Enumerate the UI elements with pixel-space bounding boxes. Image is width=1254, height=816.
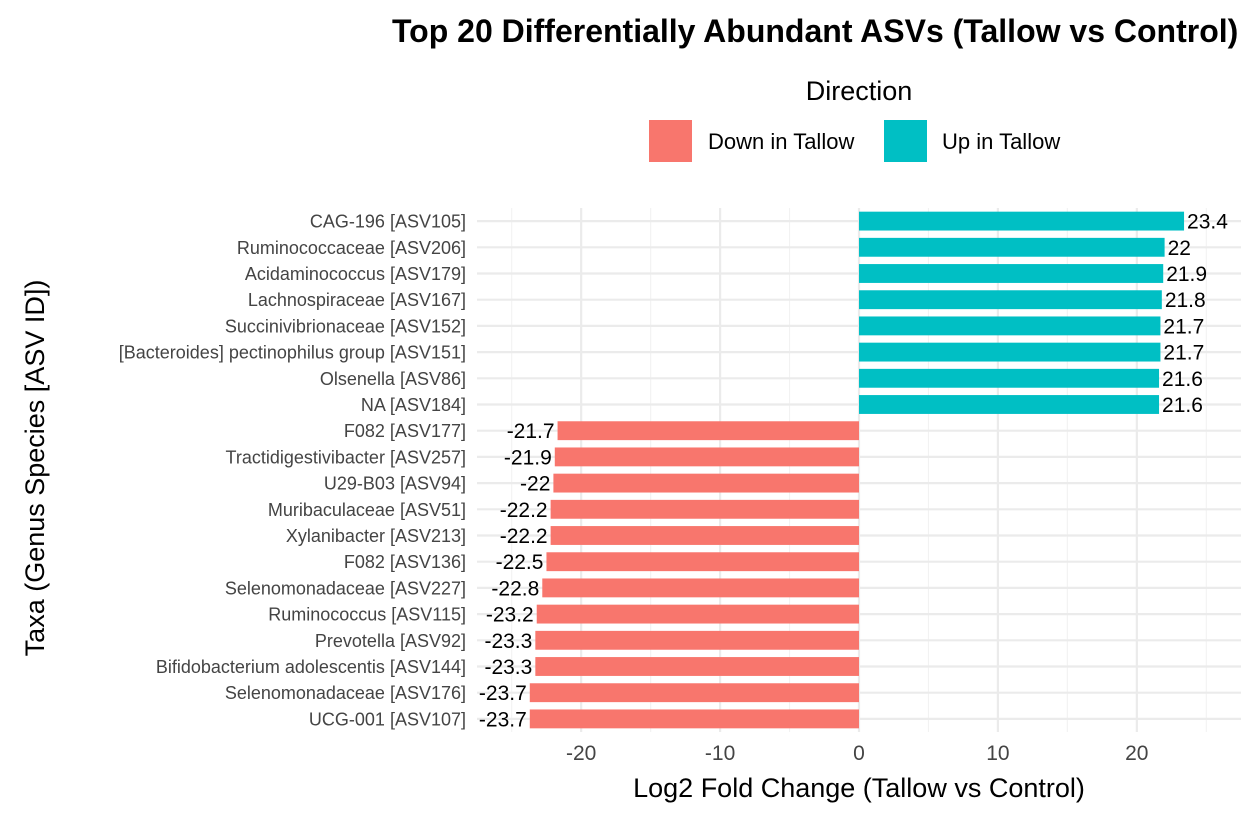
x-tick-label: 0 — [853, 742, 865, 765]
category-label: Lachnospiraceae [ASV167] — [248, 290, 466, 310]
legend: Direction Down in Tallow Up in Tallow — [649, 76, 1060, 162]
grid — [477, 208, 1241, 732]
x-tick-label: 20 — [1125, 742, 1148, 765]
bar-value-label: -23.7 — [479, 682, 527, 705]
bar — [546, 552, 859, 572]
bars — [529, 211, 1185, 729]
bar-value-label: 21.9 — [1166, 263, 1207, 286]
bar — [554, 447, 859, 467]
bar — [553, 473, 859, 493]
category-label: CAG-196 [ASV105] — [310, 212, 466, 232]
category-label: Xylanibacter [ASV213] — [286, 526, 466, 546]
category-label: Bifidobacterium adolescentis [ASV144] — [156, 657, 466, 677]
bar-value-label: -23.2 — [486, 604, 534, 627]
bar — [859, 395, 1160, 414]
category-label: UCG-001 [ASV107] — [309, 709, 466, 729]
bar-value-label: -22.8 — [491, 577, 539, 600]
legend-label-down: Down in Tallow — [708, 129, 854, 154]
bar-value-label: -23.7 — [479, 708, 527, 731]
x-tick-label: 10 — [986, 742, 1009, 765]
category-label: F082 [ASV136] — [344, 552, 466, 572]
bar-value-label: 22 — [1168, 237, 1191, 260]
bar-value-label: 21.8 — [1165, 289, 1206, 312]
bar — [859, 211, 1185, 231]
bar — [550, 526, 859, 545]
bar-value-label: -21.7 — [507, 420, 555, 443]
bar-value-label: -21.9 — [504, 446, 552, 469]
bar-value-label: -23.3 — [484, 656, 532, 679]
category-label: Ruminococcus [ASV115] — [268, 605, 466, 625]
bar — [536, 604, 859, 624]
bar-value-label: -23.3 — [484, 630, 532, 653]
x-tick-labels: -20 -10 0 10 20 — [566, 742, 1148, 765]
bar — [859, 237, 1165, 257]
bar-value-label: 21.7 — [1163, 342, 1204, 365]
bar — [529, 709, 859, 729]
bar — [859, 342, 1161, 362]
bar-value-label: 23.4 — [1187, 211, 1228, 234]
bar — [859, 316, 1161, 336]
category-label: Succinivibrionaceae [ASV152] — [225, 316, 466, 336]
bar-value-label: 21.6 — [1162, 394, 1203, 417]
category-label: [Bacteroides] pectinophilus group [ASV15… — [119, 343, 466, 363]
category-label: Selenomonadaceae [ASV227] — [225, 578, 466, 598]
bar — [557, 421, 859, 441]
bar-value-label: 21.6 — [1162, 368, 1203, 391]
legend-swatch-up — [884, 120, 927, 162]
bar — [859, 368, 1160, 388]
category-label: Olsenella [ASV86] — [320, 369, 466, 389]
x-tick-label: -10 — [705, 742, 735, 765]
category-label: Prevotella [ASV92] — [315, 631, 466, 651]
bar-value-label: -22 — [520, 473, 550, 496]
bar-value-label: -22.2 — [500, 525, 548, 548]
bar — [535, 630, 859, 650]
data-labels: 23.4 22 21.9 21.8 21.7 21.7 21.6 21.6 -21.7 -21.9… — [479, 211, 1228, 732]
bar — [550, 499, 859, 519]
bar-value-label: -22.2 — [500, 499, 548, 522]
bar — [535, 657, 859, 676]
category-label: NA [ASV184] — [361, 395, 466, 415]
y-axis-title: Taxa (Genus Species [ASV ID]) — [20, 280, 50, 657]
category-label: U29-B03 [ASV94] — [324, 474, 466, 494]
bar-value-label: 21.7 — [1163, 315, 1204, 338]
category-label: Selenomonadaceae [ASV176] — [225, 683, 466, 703]
category-label: F082 [ASV177] — [344, 421, 466, 441]
bar — [859, 264, 1164, 283]
bar — [529, 683, 859, 703]
bar — [859, 290, 1162, 310]
bar-value-label: -22.5 — [496, 551, 544, 574]
legend-label-up: Up in Tallow — [942, 129, 1060, 154]
category-labels: CAG-196 [ASV105] Ruminococcaceae [ASV206]… — [119, 212, 466, 730]
chart-title: Top 20 Differentially Abundant ASVs (Tal… — [392, 13, 1238, 49]
legend-title: Direction — [806, 76, 913, 106]
bar — [542, 578, 859, 598]
x-axis-title: Log2 Fold Change (Tallow vs Control) — [633, 773, 1085, 803]
category-label: Ruminococcaceae [ASV206] — [237, 238, 466, 258]
category-label: Acidaminococcus [ASV179] — [245, 264, 466, 284]
legend-swatch-down — [649, 120, 692, 162]
category-label: Muribaculaceae [ASV51] — [268, 500, 466, 520]
category-label: Tractidigestivibacter [ASV257] — [226, 447, 466, 467]
x-tick-label: -20 — [566, 742, 596, 765]
